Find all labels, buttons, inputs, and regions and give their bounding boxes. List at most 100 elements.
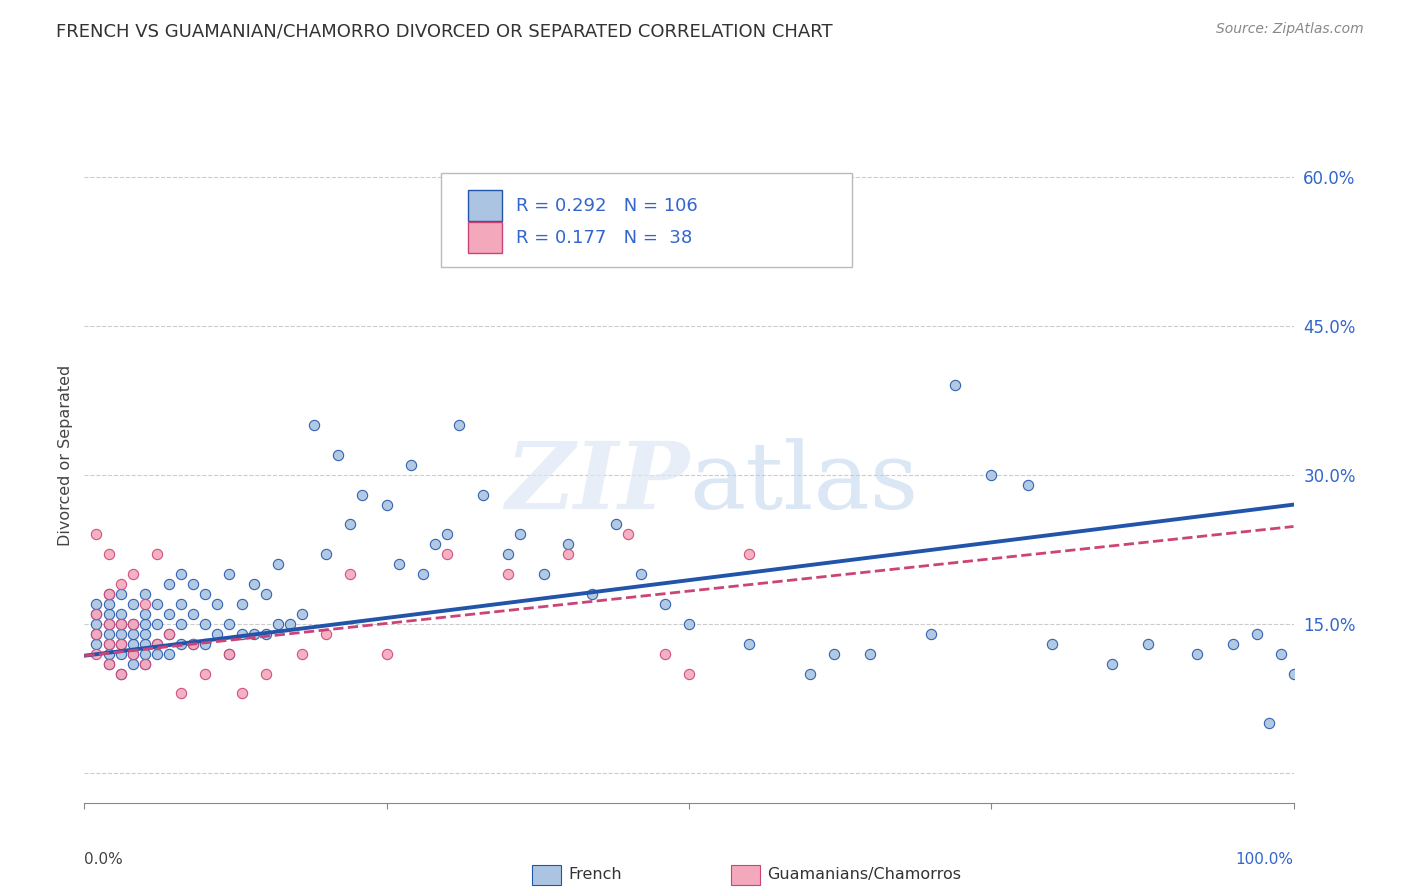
Point: [1258, 716, 1281, 731]
Point: [97, 597, 120, 611]
Text: 100.0%: 100.0%: [1236, 852, 1294, 866]
Point: [388, 558, 411, 572]
Point: [278, 616, 301, 631]
Point: [97, 627, 120, 641]
Point: [291, 607, 314, 621]
Point: [980, 467, 1002, 482]
Point: [1282, 666, 1305, 681]
Point: [799, 666, 821, 681]
Point: [121, 567, 143, 582]
Point: [97, 607, 120, 621]
Point: [146, 637, 169, 651]
Y-axis label: Divorced or Separated: Divorced or Separated: [58, 364, 73, 546]
Point: [134, 616, 156, 631]
Point: [1270, 647, 1292, 661]
Point: [231, 597, 253, 611]
Text: Source: ZipAtlas.com: Source: ZipAtlas.com: [1216, 22, 1364, 37]
Point: [181, 637, 204, 651]
Point: [242, 627, 264, 641]
Point: [134, 657, 156, 671]
Point: [218, 616, 240, 631]
Point: [207, 627, 229, 641]
Point: [738, 547, 761, 561]
Point: [110, 577, 132, 591]
Point: [194, 616, 217, 631]
Point: [110, 627, 132, 641]
Point: [533, 567, 555, 582]
Point: [170, 616, 193, 631]
Point: [181, 607, 204, 621]
Point: [352, 488, 374, 502]
Point: [654, 647, 676, 661]
Text: French: French: [568, 867, 621, 882]
Point: [242, 577, 264, 591]
Point: [630, 567, 652, 582]
Point: [605, 517, 627, 532]
Point: [157, 607, 180, 621]
Point: [110, 616, 132, 631]
Point: [267, 616, 290, 631]
Point: [86, 527, 108, 541]
Point: [339, 567, 361, 582]
Point: [110, 616, 132, 631]
Point: [86, 637, 108, 651]
Point: [1101, 657, 1123, 671]
Point: [315, 547, 337, 561]
Point: [231, 627, 253, 641]
Point: [291, 647, 314, 661]
Point: [738, 637, 761, 651]
Point: [943, 378, 966, 392]
Point: [97, 647, 120, 661]
Point: [218, 647, 240, 661]
Point: [121, 597, 143, 611]
Point: [436, 547, 458, 561]
Point: [86, 627, 108, 641]
Point: [509, 527, 531, 541]
Point: [134, 597, 156, 611]
Point: [1017, 477, 1039, 491]
Point: [134, 607, 156, 621]
Point: [121, 616, 143, 631]
Text: FRENCH VS GUAMANIAN/CHAMORRO DIVORCED OR SEPARATED CORRELATION CHART: FRENCH VS GUAMANIAN/CHAMORRO DIVORCED OR…: [56, 22, 832, 40]
Point: [86, 607, 108, 621]
Point: [170, 597, 193, 611]
FancyBboxPatch shape: [441, 173, 852, 267]
Point: [254, 666, 277, 681]
Point: [110, 607, 132, 621]
Point: [97, 637, 120, 651]
Point: [496, 567, 519, 582]
Point: [194, 587, 217, 601]
Point: [157, 627, 180, 641]
Point: [823, 647, 845, 661]
FancyBboxPatch shape: [731, 865, 761, 885]
Point: [110, 637, 132, 651]
Point: [157, 647, 180, 661]
Point: [920, 627, 942, 641]
Point: [449, 418, 471, 433]
Point: [581, 587, 603, 601]
Point: [146, 616, 169, 631]
Point: [328, 448, 350, 462]
Point: [412, 567, 434, 582]
Text: Guamanians/Chamorros: Guamanians/Chamorros: [768, 867, 962, 882]
Point: [302, 418, 325, 433]
Point: [110, 637, 132, 651]
Point: [557, 547, 579, 561]
Point: [472, 488, 495, 502]
Point: [146, 547, 169, 561]
Point: [375, 647, 398, 661]
Point: [86, 597, 108, 611]
FancyBboxPatch shape: [468, 222, 502, 253]
Point: [423, 537, 446, 551]
Point: [110, 587, 132, 601]
Point: [110, 647, 132, 661]
Point: [218, 647, 240, 661]
Point: [1185, 647, 1208, 661]
Point: [496, 547, 519, 561]
Point: [97, 637, 120, 651]
Point: [170, 567, 193, 582]
Point: [110, 666, 132, 681]
Point: [86, 647, 108, 661]
Point: [678, 616, 700, 631]
Point: [207, 597, 229, 611]
